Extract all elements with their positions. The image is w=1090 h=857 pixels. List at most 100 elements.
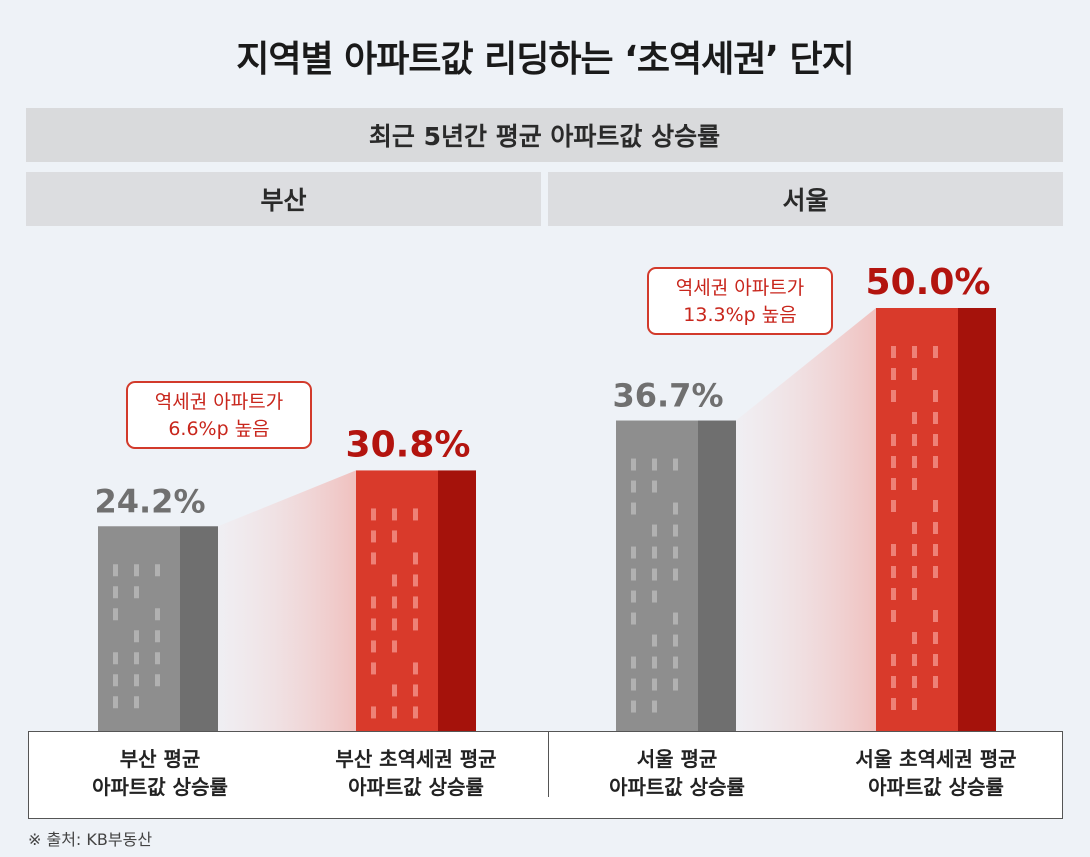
building-window bbox=[652, 524, 657, 537]
building-window bbox=[933, 566, 938, 578]
building-window bbox=[912, 368, 917, 380]
category-label-box bbox=[28, 731, 1063, 819]
building-window bbox=[933, 544, 938, 556]
building-window bbox=[371, 706, 376, 719]
building-window bbox=[673, 568, 678, 581]
building-window bbox=[891, 390, 896, 402]
building-window bbox=[933, 522, 938, 534]
building-window bbox=[113, 608, 118, 621]
building-window bbox=[652, 546, 657, 559]
building-window bbox=[891, 610, 896, 622]
category-label-seoul-premium: 서울 초역세권 평균 아파트값 상승률 bbox=[855, 747, 1017, 799]
building-window bbox=[673, 678, 678, 691]
building-window bbox=[371, 530, 376, 543]
bar-side-seoul-premium bbox=[958, 308, 996, 731]
building-window bbox=[652, 480, 657, 493]
annotation-text-seoul: 13.3%p 높음 bbox=[683, 304, 796, 326]
building-window bbox=[134, 564, 139, 577]
building-window bbox=[891, 588, 896, 600]
building-window bbox=[891, 676, 896, 688]
value-label-seoul-premium: 50.0% bbox=[866, 262, 991, 303]
building-window bbox=[891, 368, 896, 380]
category-label-busan-average: 부산 평균 아파트값 상승률 bbox=[92, 747, 228, 799]
chart-title: 지역별 아파트값 리딩하는 ‘초역세권’ 단지 bbox=[236, 39, 855, 80]
building-window bbox=[631, 612, 636, 625]
building-window bbox=[652, 700, 657, 713]
building-window bbox=[912, 566, 917, 578]
building-window bbox=[631, 700, 636, 713]
building-window bbox=[933, 412, 938, 424]
building-window bbox=[933, 676, 938, 688]
annotation-text-busan: 역세권 아파트가 bbox=[155, 391, 283, 413]
building-window bbox=[912, 412, 917, 424]
building-window bbox=[392, 684, 397, 697]
building-window bbox=[673, 634, 678, 647]
chart-subtitle: 최근 5년간 평균 아파트값 상승률 bbox=[26, 108, 1063, 162]
building-window bbox=[113, 674, 118, 687]
building-window bbox=[652, 590, 657, 603]
building-window bbox=[113, 564, 118, 577]
building-window bbox=[155, 652, 160, 665]
value-label-seoul-average: 36.7% bbox=[612, 377, 723, 415]
building-window bbox=[155, 630, 160, 643]
bar-side-busan-premium bbox=[438, 470, 476, 731]
building-window bbox=[652, 458, 657, 471]
building-window bbox=[652, 678, 657, 691]
annotation-box-busan bbox=[126, 381, 312, 449]
building-window bbox=[912, 478, 917, 490]
building-window bbox=[912, 544, 917, 556]
building-window bbox=[891, 654, 896, 666]
building-window bbox=[673, 524, 678, 537]
building-window bbox=[912, 698, 917, 710]
building-window bbox=[413, 508, 418, 521]
building-window bbox=[134, 674, 139, 687]
annotation-box-seoul bbox=[647, 267, 833, 335]
region-header-busan: 부산 bbox=[26, 172, 541, 226]
building-window bbox=[392, 618, 397, 631]
building-window bbox=[113, 696, 118, 709]
building-window bbox=[933, 632, 938, 644]
category-label-seoul-average: 서울 평균 아파트값 상승률 bbox=[609, 747, 745, 799]
building-window bbox=[912, 522, 917, 534]
region-header-seoul: 서울 bbox=[548, 172, 1063, 226]
building-window bbox=[673, 612, 678, 625]
building-window bbox=[631, 656, 636, 669]
building-window bbox=[631, 458, 636, 471]
building-window bbox=[912, 456, 917, 468]
building-window bbox=[891, 566, 896, 578]
source-note: ※ 출처: KB부동산 bbox=[28, 830, 153, 849]
building-window bbox=[413, 684, 418, 697]
annotation-text-seoul: 역세권 아파트가 bbox=[676, 277, 804, 299]
building-window bbox=[392, 530, 397, 543]
building-window bbox=[392, 596, 397, 609]
building-window bbox=[392, 574, 397, 587]
gradient-connector-seoul bbox=[736, 308, 876, 731]
building-window bbox=[392, 706, 397, 719]
building-window bbox=[912, 632, 917, 644]
building-window bbox=[673, 458, 678, 471]
building-window bbox=[891, 456, 896, 468]
value-label-busan-average: 24.2% bbox=[94, 482, 205, 520]
building-window bbox=[673, 502, 678, 515]
building-window bbox=[413, 662, 418, 675]
building-window bbox=[134, 652, 139, 665]
category-label-busan-premium: 부산 초역세권 평균 아파트값 상승률 bbox=[335, 747, 497, 799]
value-label-busan-premium: 30.8% bbox=[346, 424, 471, 465]
building-window bbox=[371, 508, 376, 521]
building-window bbox=[891, 500, 896, 512]
building-window bbox=[631, 502, 636, 515]
building-window bbox=[155, 674, 160, 687]
building-window bbox=[155, 564, 160, 577]
building-window bbox=[912, 588, 917, 600]
building-window bbox=[134, 630, 139, 643]
building-window bbox=[134, 696, 139, 709]
category-label-divider bbox=[548, 731, 549, 797]
building-window bbox=[631, 568, 636, 581]
building-window bbox=[891, 478, 896, 490]
building-window bbox=[912, 346, 917, 358]
building-window bbox=[933, 500, 938, 512]
bar-side-busan-average bbox=[180, 526, 218, 731]
bar-side-seoul-average bbox=[698, 420, 736, 731]
